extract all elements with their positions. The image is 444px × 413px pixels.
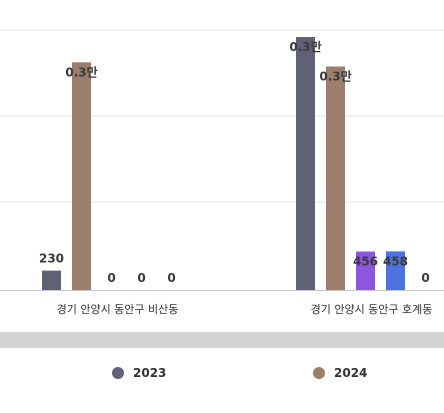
bar-2023-0[interactable] [42, 270, 61, 290]
data-label: 0 [137, 271, 145, 285]
x-tick-label: 경기 안양시 동안구 비산동 [57, 303, 179, 316]
bar-series-2-1[interactable] [356, 251, 375, 290]
data-label: 458 [383, 254, 408, 268]
bar-2024-1[interactable] [326, 66, 345, 291]
legend-item-2023[interactable]: 2023 [112, 364, 166, 382]
x-tick-label: 경기 안양시 동안구 호계동 [311, 303, 433, 316]
data-label: 0.3만 [319, 69, 351, 84]
data-label: 456 [353, 255, 378, 269]
data-label: 230 [39, 252, 64, 266]
data-label: 0 [107, 271, 115, 285]
legend-label-2023: 2023 [133, 366, 167, 380]
bar-chart: 230 0.3만 0 0 0 경기 안양시 동안구 비산동 0.3만 0.3만 456 458 0 경… [0, 29, 444, 316]
chart-scrollbar[interactable] [0, 332, 444, 348]
legend-swatch-2024 [313, 367, 325, 379]
legend-swatch-2023 [112, 367, 124, 379]
bar-2023-1[interactable] [296, 37, 315, 290]
data-label: 0.3만 [289, 39, 321, 54]
legend-label-2024: 2024 [334, 366, 368, 380]
data-label: 0 [167, 271, 175, 285]
bar-2024-0[interactable] [72, 62, 91, 290]
data-label: 0.3만 [65, 64, 97, 79]
bar-series-3-1[interactable] [386, 251, 405, 290]
legend-item-2024[interactable]: 2024 [313, 364, 367, 382]
data-label: 0 [421, 271, 429, 285]
